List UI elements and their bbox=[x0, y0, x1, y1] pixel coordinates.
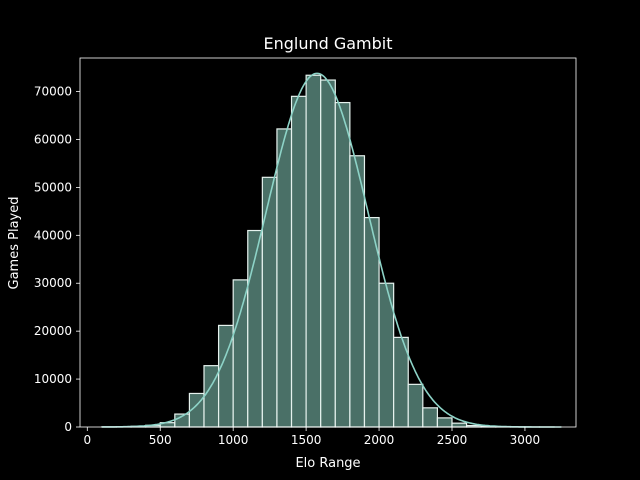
histogram-bar bbox=[232, 279, 249, 428]
y-axis-ticks: 0 10000 20000 30000 40000 50000 60000 70000 bbox=[34, 85, 80, 434]
x-tick-label: 500 bbox=[149, 433, 172, 447]
histogram-bar bbox=[305, 74, 322, 428]
histogram-bar bbox=[290, 95, 307, 428]
histogram-bar bbox=[422, 407, 439, 428]
histogram-bar bbox=[334, 101, 351, 428]
kde-curve bbox=[101, 72, 562, 428]
y-tick-label: 0 bbox=[64, 420, 72, 434]
y-tick-label: 70000 bbox=[34, 85, 72, 99]
y-tick-label: 40000 bbox=[34, 228, 72, 242]
histogram-bar bbox=[320, 79, 336, 428]
histogram-bar bbox=[276, 128, 293, 428]
x-tick-label: 3000 bbox=[510, 433, 541, 447]
x-axis-ticks: 0 500 1000 1500 2000 2500 3000 bbox=[83, 427, 540, 447]
y-tick-label: 60000 bbox=[34, 132, 72, 146]
y-tick-label: 30000 bbox=[34, 276, 72, 290]
histogram-bar bbox=[407, 383, 424, 428]
x-axis-label: Elo Range bbox=[295, 456, 360, 471]
x-tick-label: 2000 bbox=[364, 433, 395, 447]
chart-title: Englund Gambit bbox=[263, 34, 392, 53]
x-tick-label: 0 bbox=[83, 433, 91, 447]
x-tick-label: 2500 bbox=[437, 433, 468, 447]
histogram-bar bbox=[349, 155, 366, 428]
y-tick-label: 50000 bbox=[34, 180, 72, 194]
y-axis-label: Games Played bbox=[7, 197, 22, 290]
histogram-bar bbox=[436, 417, 453, 428]
y-tick-label: 10000 bbox=[34, 372, 72, 386]
histogram-bar bbox=[261, 176, 278, 428]
x-tick-label: 1500 bbox=[291, 433, 322, 447]
x-tick-label: 1000 bbox=[218, 433, 249, 447]
y-tick-label: 20000 bbox=[34, 324, 72, 338]
histogram-bar bbox=[451, 422, 468, 428]
plot-frame bbox=[79, 57, 577, 428]
histogram-bars bbox=[101, 74, 555, 428]
